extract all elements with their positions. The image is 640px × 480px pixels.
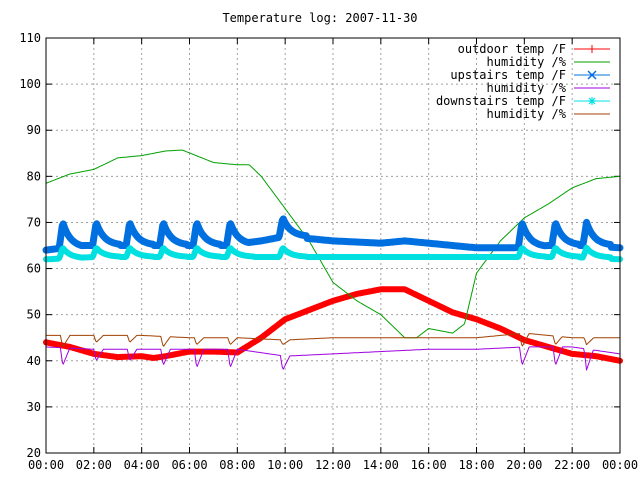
y-tick-label: 70 [27, 215, 41, 229]
x-tick-label: 06:00 [171, 458, 207, 472]
legend-marker [588, 97, 596, 105]
x-tick-label: 18:00 [458, 458, 494, 472]
chart-title: Temperature log: 2007-11-30 [222, 11, 417, 25]
y-tick-label: 30 [27, 400, 41, 414]
y-tick-label: 80 [27, 169, 41, 183]
series-0 [43, 286, 623, 364]
legend-label: humidity /% [487, 55, 567, 69]
y-tick-label: 100 [19, 77, 41, 91]
x-tick-label: 08:00 [219, 458, 255, 472]
x-tick-label: 00:00 [602, 458, 638, 472]
x-tick-label: 22:00 [554, 458, 590, 472]
series-line [43, 286, 623, 364]
plot-frame [45, 37, 621, 454]
legend-label: humidity /% [487, 81, 567, 95]
x-tick-label: 14:00 [363, 458, 399, 472]
x-tick-label: 12:00 [315, 458, 351, 472]
series-4 [43, 244, 623, 263]
series-2 [42, 215, 624, 254]
x-tick-label: 10:00 [267, 458, 303, 472]
series-5 [45, 333, 621, 347]
series-3 [45, 346, 621, 371]
y-tick-label: 40 [27, 354, 41, 368]
y-tick-label: 20 [27, 446, 41, 460]
x-tick-label: 02:00 [76, 458, 112, 472]
series-line [43, 244, 623, 263]
legend-marker [587, 70, 597, 80]
legend-label: downstairs temp /F [436, 94, 566, 108]
axis-labels: 20 30 40 50 60 70 80 90 100 110 00:00 02:00 04:00 06:… [19, 31, 638, 472]
series-line [45, 149, 621, 339]
grid [45, 37, 621, 454]
x-tick-label: 16:00 [411, 458, 447, 472]
legend-label: upstairs temp /F [450, 68, 566, 82]
series-layer [42, 149, 624, 371]
legend-marker [588, 45, 596, 53]
x-tick-label: 04:00 [124, 458, 160, 472]
y-tick-label: 50 [27, 308, 41, 322]
series-line [45, 346, 621, 371]
legend-label: humidity /% [487, 107, 567, 121]
x-tick-label: 20:00 [506, 458, 542, 472]
y-tick-label: 110 [19, 31, 41, 45]
series-line [42, 215, 624, 254]
legend-label: outdoor temp /F [458, 42, 566, 56]
series-line [45, 333, 621, 347]
series-1 [45, 149, 621, 339]
y-tick-label: 90 [27, 123, 41, 137]
x-tick-label: 00:00 [28, 458, 64, 472]
y-tick-label: 60 [27, 262, 41, 276]
